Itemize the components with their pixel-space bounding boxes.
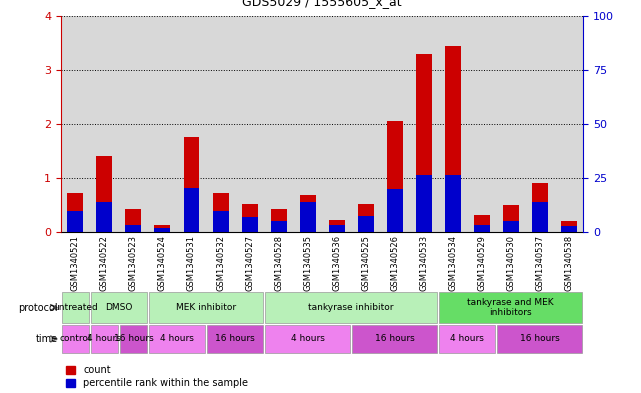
- Bar: [271, 209, 287, 232]
- Bar: [561, 226, 577, 232]
- Bar: [67, 193, 83, 232]
- Bar: [264, 16, 293, 232]
- Bar: [387, 189, 403, 232]
- Bar: [351, 16, 380, 232]
- Bar: [293, 16, 322, 232]
- Bar: [119, 16, 148, 232]
- Bar: [561, 221, 577, 232]
- Text: 4 hours: 4 hours: [87, 334, 121, 343]
- Bar: [467, 16, 496, 232]
- Bar: [149, 325, 205, 353]
- Bar: [352, 325, 437, 353]
- Bar: [207, 325, 263, 353]
- Text: 16 hours: 16 hours: [113, 334, 153, 343]
- Text: protocol: protocol: [18, 303, 58, 312]
- Bar: [242, 204, 258, 232]
- Legend: count, percentile rank within the sample: count, percentile rank within the sample: [66, 365, 248, 388]
- Bar: [213, 193, 228, 232]
- Bar: [503, 205, 519, 232]
- Bar: [380, 16, 409, 232]
- Bar: [358, 204, 374, 232]
- Bar: [438, 16, 467, 232]
- Bar: [445, 46, 461, 232]
- Bar: [96, 202, 112, 232]
- Bar: [416, 53, 431, 232]
- Text: 4 hours: 4 hours: [160, 334, 194, 343]
- Bar: [532, 183, 548, 232]
- Bar: [329, 225, 345, 232]
- Text: 16 hours: 16 hours: [375, 334, 415, 343]
- Text: tankyrase inhibitor: tankyrase inhibitor: [308, 303, 394, 312]
- Bar: [120, 325, 147, 353]
- Bar: [265, 325, 350, 353]
- Bar: [62, 292, 89, 323]
- Bar: [329, 220, 345, 232]
- Text: MEK inhibitor: MEK inhibitor: [176, 303, 236, 312]
- Bar: [322, 16, 351, 232]
- Bar: [183, 137, 199, 232]
- Bar: [126, 209, 142, 232]
- Bar: [148, 16, 177, 232]
- Bar: [409, 16, 438, 232]
- Bar: [439, 325, 495, 353]
- Text: tankyrase and MEK
inhibitors: tankyrase and MEK inhibitors: [467, 298, 554, 317]
- Bar: [154, 228, 171, 232]
- Bar: [126, 225, 142, 232]
- Bar: [532, 202, 548, 232]
- Bar: [271, 221, 287, 232]
- Bar: [213, 211, 228, 232]
- Bar: [439, 292, 583, 323]
- Bar: [149, 292, 263, 323]
- Text: 4 hours: 4 hours: [290, 334, 324, 343]
- Bar: [265, 292, 437, 323]
- Bar: [154, 225, 171, 232]
- Bar: [242, 217, 258, 232]
- Text: 16 hours: 16 hours: [520, 334, 560, 343]
- Text: 4 hours: 4 hours: [450, 334, 484, 343]
- Bar: [554, 16, 583, 232]
- Bar: [503, 221, 519, 232]
- Bar: [90, 16, 119, 232]
- Bar: [177, 16, 206, 232]
- Bar: [474, 215, 490, 232]
- Text: DMSO: DMSO: [105, 303, 133, 312]
- Bar: [61, 16, 90, 232]
- Bar: [525, 16, 554, 232]
- Bar: [358, 216, 374, 232]
- Text: time: time: [35, 334, 58, 344]
- Bar: [67, 211, 83, 232]
- Bar: [387, 121, 403, 232]
- Bar: [299, 202, 315, 232]
- Text: GDS5029 / 1555605_x_at: GDS5029 / 1555605_x_at: [242, 0, 402, 8]
- Bar: [91, 325, 118, 353]
- Bar: [183, 187, 199, 232]
- Bar: [299, 195, 315, 232]
- Text: control: control: [60, 334, 91, 343]
- Bar: [445, 175, 461, 232]
- Bar: [416, 175, 431, 232]
- Text: untreated: untreated: [53, 303, 98, 312]
- Bar: [235, 16, 264, 232]
- Bar: [62, 325, 89, 353]
- Text: 16 hours: 16 hours: [215, 334, 255, 343]
- Bar: [496, 16, 525, 232]
- Bar: [96, 156, 112, 232]
- Bar: [91, 292, 147, 323]
- Bar: [497, 325, 583, 353]
- Bar: [206, 16, 235, 232]
- Bar: [474, 225, 490, 232]
